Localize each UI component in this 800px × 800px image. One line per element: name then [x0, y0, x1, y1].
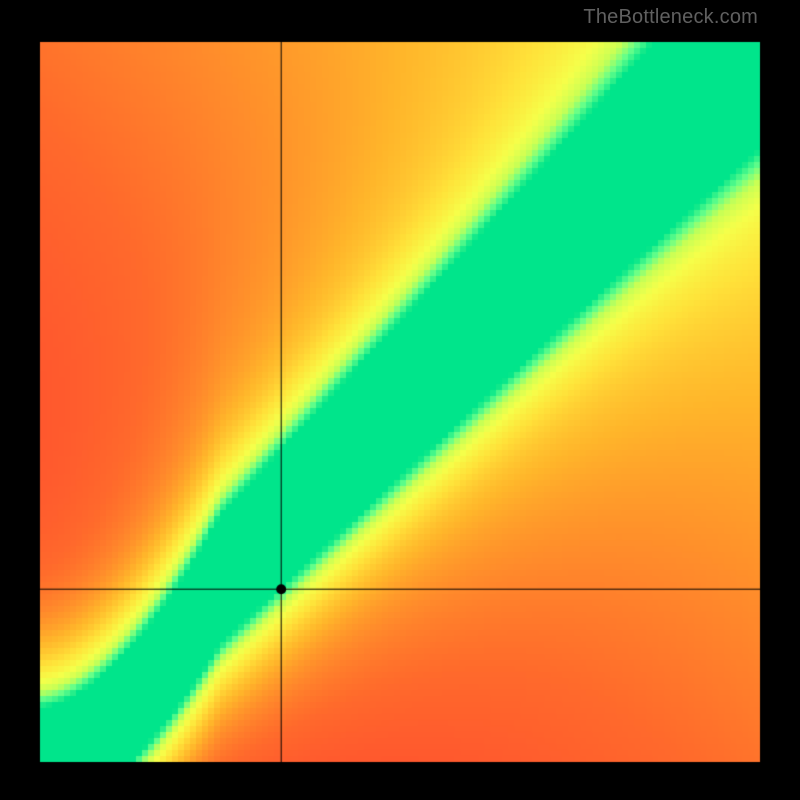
- watermark-text: TheBottleneck.com: [583, 6, 758, 29]
- bottleneck-heatmap: [0, 0, 800, 800]
- figure-container: TheBottleneck.com: [0, 0, 800, 800]
